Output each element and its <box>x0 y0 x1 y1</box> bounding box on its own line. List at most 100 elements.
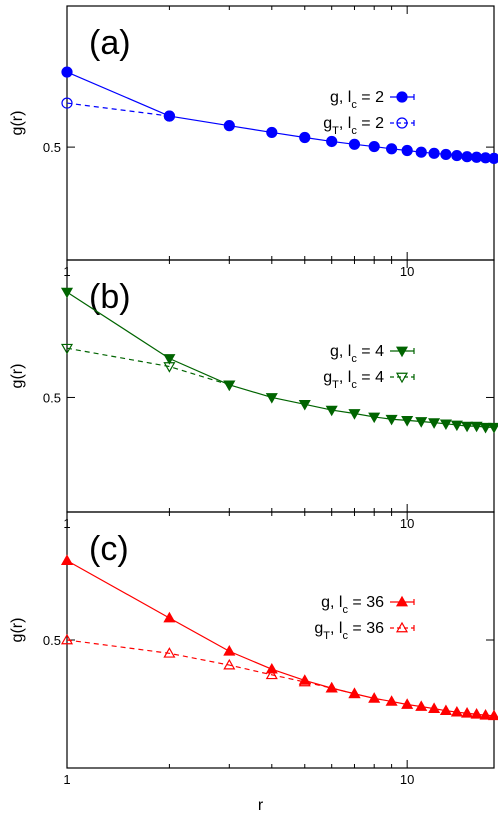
data-point <box>223 658 236 670</box>
data-point <box>428 147 440 159</box>
data-point <box>60 554 74 565</box>
data-point <box>439 704 452 716</box>
legend-entry-gT: gT, lc = 2 <box>323 115 415 137</box>
legend-entry-gT: gT, lc = 4 <box>323 369 415 391</box>
legend-label: g, lc = 36 <box>321 594 384 616</box>
data-point <box>60 287 74 299</box>
series-line <box>66 639 355 695</box>
data-point <box>368 692 381 703</box>
data-point <box>60 633 74 645</box>
data-point <box>348 409 361 420</box>
data-point <box>348 138 361 150</box>
data-point <box>298 675 311 687</box>
series-g <box>61 66 498 164</box>
data-point <box>385 414 398 426</box>
data-point <box>266 126 278 139</box>
data-point <box>488 152 498 164</box>
data-point <box>265 393 278 404</box>
panel-a: 1 100.5g(r)(a)g, lc = 2gT, lc = 2 <box>9 5 498 279</box>
legend-label: gT, lc = 4 <box>323 369 384 391</box>
series-gT <box>60 343 236 392</box>
data-point <box>479 422 492 434</box>
data-point <box>450 705 463 717</box>
legend-label: g, lc = 2 <box>330 89 384 111</box>
data-point <box>325 405 338 417</box>
data-point <box>348 687 361 699</box>
data-point <box>487 422 498 434</box>
series-line <box>66 560 495 717</box>
data-point <box>326 135 338 148</box>
data-point <box>415 417 428 428</box>
data-point <box>163 647 176 658</box>
x-tick-label: 10 <box>400 264 414 279</box>
series-gT <box>60 633 361 699</box>
x-axis-label: r <box>258 797 264 814</box>
series-g <box>60 554 498 721</box>
data-point <box>223 645 236 656</box>
data-point <box>487 709 498 721</box>
y-axis-label: g(r) <box>9 111 26 136</box>
x-tick-label: 10 <box>400 772 414 787</box>
y-axis-label: g(r) <box>9 618 26 643</box>
series-line <box>66 347 230 386</box>
legend-label: gT, lc = 2 <box>323 115 384 137</box>
data-point <box>461 707 474 718</box>
data-point <box>461 421 474 433</box>
data-point <box>439 419 452 431</box>
data-point <box>163 354 176 365</box>
data-point <box>451 149 463 162</box>
legend-label: gT, lc = 36 <box>314 620 384 642</box>
plot-frame <box>66 5 495 261</box>
data-point <box>223 380 236 392</box>
y-tick-label: 0.5 <box>43 140 61 155</box>
legend-marker <box>396 91 408 103</box>
legend-marker <box>395 372 409 384</box>
data-point <box>223 120 235 132</box>
data-point <box>401 144 413 157</box>
data-point <box>368 140 380 153</box>
data-point <box>470 421 483 433</box>
data-point <box>385 695 398 706</box>
data-point <box>265 668 278 680</box>
legend-label: g, lc = 4 <box>330 343 384 365</box>
data-point <box>265 662 278 674</box>
panel-label: (b) <box>89 278 131 316</box>
plot-frame <box>66 259 495 513</box>
x-tick-label: 10 <box>400 516 414 531</box>
data-point <box>325 681 338 693</box>
x-tick-label: 1 <box>63 772 70 787</box>
legend-marker <box>395 621 409 633</box>
y-axis-label: g(r) <box>9 364 26 389</box>
legend-entry-g: g, lc = 4 <box>330 343 415 365</box>
data-point <box>298 399 311 411</box>
data-point <box>401 416 414 427</box>
series-g <box>60 287 498 434</box>
data-point <box>386 143 398 155</box>
legend-marker <box>395 595 409 607</box>
y-tick-label: 0.5 <box>43 633 61 648</box>
legend-entry-g: g, lc = 2 <box>330 89 415 111</box>
data-point <box>60 343 74 355</box>
data-point <box>299 131 311 144</box>
y-tick-label: 0.5 <box>43 390 61 405</box>
data-point <box>428 702 441 713</box>
data-point <box>368 412 381 424</box>
legend-marker <box>396 117 408 129</box>
data-point <box>461 151 473 163</box>
data-point <box>401 698 414 709</box>
data-point <box>450 420 463 432</box>
data-point <box>415 700 428 711</box>
legend-entry-gT: gT, lc = 36 <box>314 620 415 642</box>
legend-entry-g: g, lc = 36 <box>321 594 415 616</box>
series-line <box>66 71 495 159</box>
data-point <box>470 708 483 719</box>
panel-label: (c) <box>89 530 129 568</box>
data-point <box>163 611 176 623</box>
data-point <box>163 362 176 373</box>
data-point <box>479 709 492 720</box>
data-point <box>415 146 427 158</box>
data-point <box>61 66 73 78</box>
data-point <box>163 110 175 122</box>
data-point <box>61 97 73 109</box>
